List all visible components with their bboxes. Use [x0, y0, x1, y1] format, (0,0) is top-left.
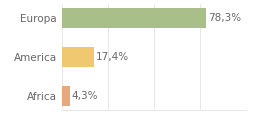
Text: 4,3%: 4,3% [71, 91, 98, 101]
Bar [62, 8, 206, 28]
Bar [62, 47, 94, 67]
Text: 17,4%: 17,4% [95, 52, 129, 62]
Bar [62, 86, 69, 106]
Text: 78,3%: 78,3% [208, 13, 241, 23]
